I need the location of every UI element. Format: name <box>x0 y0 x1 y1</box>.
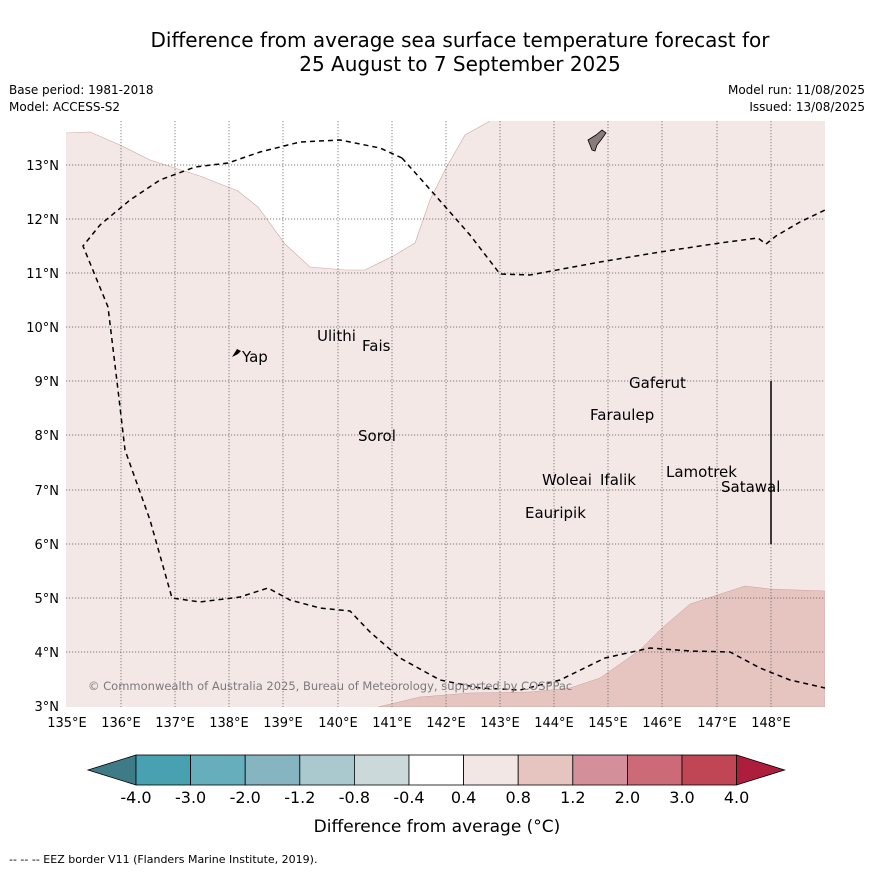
lon-label: 135°E <box>47 716 87 731</box>
place-label-ulithi: Ulithi <box>317 327 356 345</box>
eez-border-west <box>82 139 825 691</box>
lat-label: 13°N <box>26 159 59 174</box>
lon-label: 136°E <box>101 716 141 731</box>
place-label-satawal: Satawal <box>721 478 780 496</box>
colorbar-segment <box>517 754 574 786</box>
lat-label: 9°N <box>35 375 60 390</box>
title-line-1: Difference from average sea surface temp… <box>150 28 770 52</box>
near-normal-area-west <box>66 121 490 270</box>
meta-right: Model run: 11/08/2025 Issued: 13/08/2025 <box>728 82 865 116</box>
map-title: Difference from average sea surface temp… <box>60 28 860 76</box>
lat-label: 8°N <box>35 429 60 444</box>
lat-label: 4°N <box>35 646 60 661</box>
lat-label: 7°N <box>35 484 60 499</box>
colorbar-tick-label: 0.4 <box>451 788 476 807</box>
colorbar-extend-high <box>736 754 786 786</box>
place-label-faraulep: Faraulep <box>590 406 654 424</box>
lon-label: 147°E <box>697 716 737 731</box>
model-run: Model run: 11/08/2025 <box>727 83 865 97</box>
lon-label: 148°E <box>751 716 791 731</box>
lon-label: 145°E <box>588 716 628 731</box>
lon-label: 141°E <box>372 716 412 731</box>
place-label-yap: Yap <box>241 348 268 366</box>
lon-label: 146°E <box>642 716 682 731</box>
base-period: Base period: 1981-2018 <box>9 83 154 97</box>
colorbar-tick-label: 2.0 <box>615 788 640 807</box>
lon-label: 140°E <box>318 716 358 731</box>
graticule <box>66 121 825 707</box>
place-label-woleai: Woleai <box>542 471 592 489</box>
colorbar-tick-label: -2.0 <box>230 788 261 807</box>
colorbar-extend-low <box>86 754 137 786</box>
lat-label: 12°N <box>26 213 59 228</box>
colorbar-segment <box>299 754 355 786</box>
colorbar-label: Difference from average (°C) <box>314 817 561 837</box>
lon-axis-labels: 135°E 136°E 137°E 138°E 139°E 140°E 141°… <box>47 716 791 731</box>
lon-label: 139°E <box>263 716 303 731</box>
colorbar-tick-label: 4.0 <box>724 788 749 807</box>
lon-label: 137°E <box>155 716 195 731</box>
lat-label: 10°N <box>26 321 59 336</box>
yap-island-shape <box>232 349 241 357</box>
colorbar-tick-label: 1.2 <box>560 788 585 807</box>
place-label-sorol: Sorol <box>358 427 396 445</box>
lat-label: 3°N <box>35 700 60 715</box>
colorbar-segment <box>244 754 301 786</box>
place-label-eauripik: Eauripik <box>525 504 586 522</box>
colorbar-tick-label: -0.4 <box>393 788 424 807</box>
lat-label: 11°N <box>26 267 59 282</box>
eez-footnote: -- -- -- EEZ border V11 (Flanders Marine… <box>9 853 318 866</box>
issued-date: Issued: 13/08/2025 <box>749 100 865 114</box>
place-label-ifalik: Ifalik <box>600 471 636 489</box>
lon-label: 138°E <box>209 716 249 731</box>
lon-label: 144°E <box>534 716 574 731</box>
colorbar-tick-label: 0.8 <box>505 788 530 807</box>
meta-left: Base period: 1981-2018 Model: ACCESS-S2 <box>9 82 154 116</box>
lat-axis-labels: 3°N 4°N 5°N 6°N 7°N 8°N 9°N 10°N 11°N 12… <box>26 159 59 715</box>
colorbar-segment <box>572 754 628 786</box>
colorbar: -4.0 -3.0 -2.0 -1.2 -0.8 -0.4 0.4 0.8 1.2 2.0 3.0 4… <box>86 754 786 807</box>
colorbar-tick-label: -1.2 <box>284 788 315 807</box>
colorbar-segment <box>190 754 246 786</box>
colorbar-segment <box>681 754 737 786</box>
colorbar-segment <box>135 754 191 786</box>
place-label-gaferut: Gaferut <box>629 374 686 392</box>
colorbar-tick-label: -3.0 <box>175 788 206 807</box>
lon-label: 143°E <box>480 716 520 731</box>
place-label-fais: Fais <box>362 337 391 355</box>
colorbar-tick-label: -4.0 <box>120 788 151 807</box>
guam-island-shape <box>587 129 607 152</box>
colorbar-segment <box>463 754 519 786</box>
place-labels: Ulithi Fais Yap Gaferut Faraulep Sorol L… <box>241 327 780 522</box>
colorbar-segment <box>408 754 464 786</box>
eez-border-north <box>401 157 825 276</box>
place-label-lamotrek: Lamotrek <box>666 463 737 481</box>
near-normal-outline <box>66 121 491 271</box>
anomaly-band-0-8-1-2 <box>377 585 825 707</box>
lat-label: 5°N <box>35 592 60 607</box>
model-name: Model: ACCESS-S2 <box>9 100 121 114</box>
map-area <box>66 121 825 707</box>
lat-label: 6°N <box>35 538 60 553</box>
colorbar-segment <box>353 754 410 786</box>
copyright-text: © Commonwealth of Australia 2025, Bureau… <box>88 679 572 693</box>
lon-label: 142°E <box>426 716 466 731</box>
colorbar-tick-label: -0.8 <box>339 788 370 807</box>
colorbar-segment <box>627 754 683 786</box>
title-line-2: 25 August to 7 September 2025 <box>299 52 621 76</box>
colorbar-tick-label: 3.0 <box>669 788 694 807</box>
